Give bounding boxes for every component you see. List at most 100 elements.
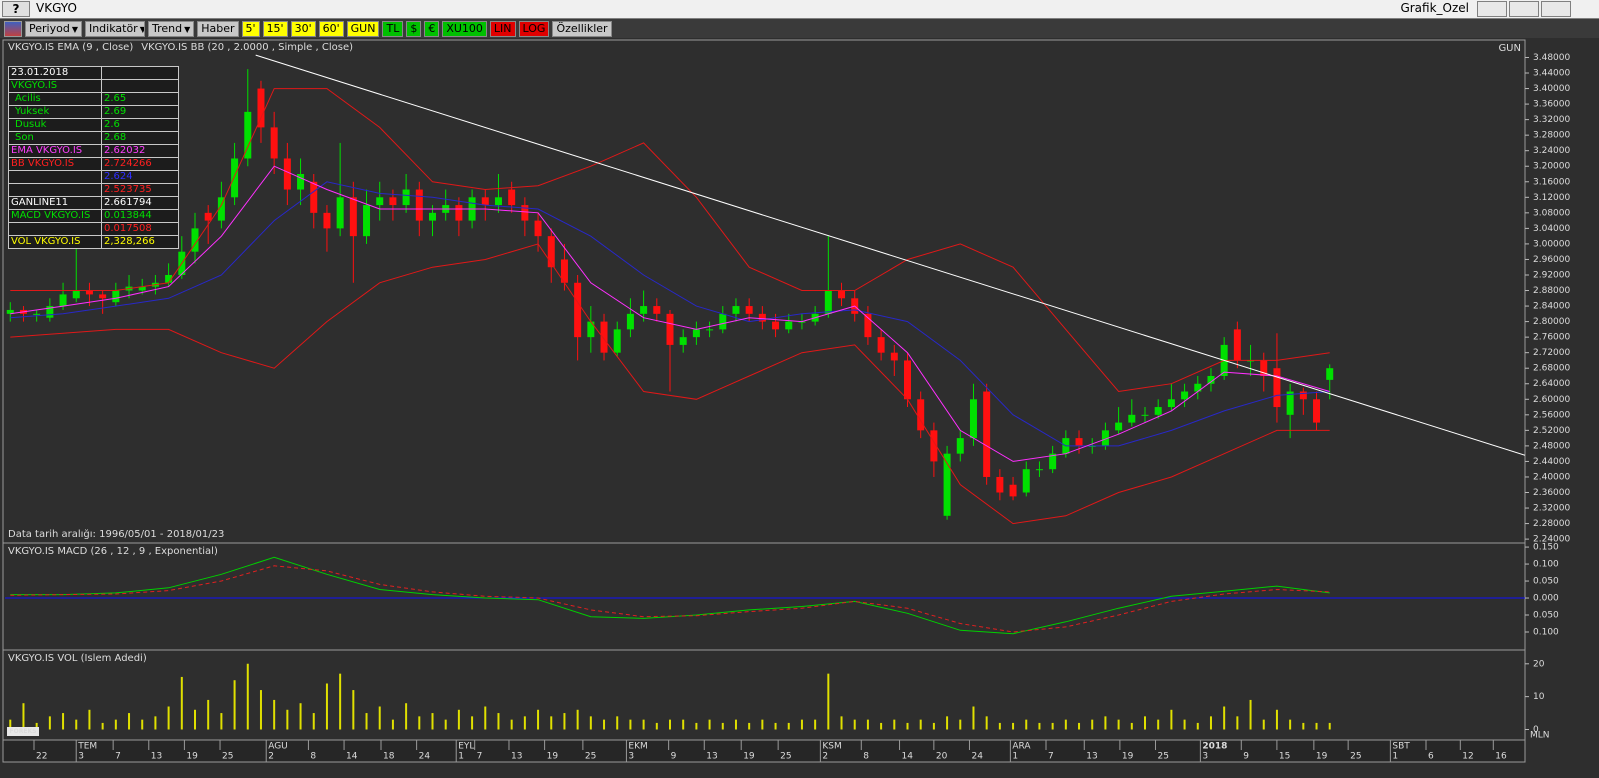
candle-body: [1273, 368, 1281, 408]
candle-body: [349, 197, 357, 237]
candle-body: [996, 476, 1004, 493]
candle-body: [600, 321, 608, 353]
close-button[interactable]: [1541, 1, 1571, 17]
toolbar-button[interactable]: LIN: [489, 21, 516, 37]
y-tick-label: 20: [1533, 659, 1545, 669]
macd-line: [10, 565, 1330, 633]
candle-body: [138, 286, 146, 291]
candle-body: [1128, 414, 1136, 423]
x-tick-label: 7: [115, 752, 121, 762]
y-tick-label: 2.56000: [1533, 410, 1570, 420]
candle-body: [402, 189, 410, 206]
x-tick-label: 13: [511, 752, 522, 762]
toolbar-button[interactable]: $: [406, 21, 422, 37]
x-tick-label: 14: [902, 752, 914, 762]
toolbar-button[interactable]: Trend: [147, 21, 195, 37]
x-month-label: ARA: [1012, 742, 1031, 752]
candle-body: [1022, 469, 1030, 493]
candle-body: [336, 197, 344, 229]
x-month-label: TEM: [77, 742, 97, 752]
minimize-button[interactable]: [1477, 1, 1507, 17]
y-tick-label: 2.80000: [1533, 317, 1570, 327]
candle-body: [283, 158, 291, 190]
toolbar-button[interactable]: TL: [382, 21, 404, 37]
x-tick-label: 24: [971, 752, 983, 762]
candle-body: [1233, 329, 1241, 361]
toolbar-button[interactable]: €: [424, 21, 440, 37]
unit-label: MLN: [1530, 731, 1550, 741]
help-button[interactable]: ?: [2, 1, 30, 17]
candle-body: [1009, 484, 1017, 497]
chart-icon[interactable]: [4, 21, 22, 37]
toolbar-button[interactable]: Haber: [197, 21, 239, 37]
info-label: VOL VKGYO.IS: [8, 235, 102, 249]
candle-body: [59, 294, 67, 307]
candle-body: [494, 197, 502, 206]
toolbar-button[interactable]: Periyod: [25, 21, 82, 37]
y-tick-label: 10: [1533, 692, 1545, 702]
window-title: VKGYO: [36, 1, 77, 15]
y-tick-label: 0.100: [1533, 560, 1559, 570]
candle-body: [1049, 453, 1057, 470]
toolbar-buttons: PeriyodIndikatörTrendHaber5'15'30'60'GUN…: [25, 21, 612, 37]
x-tick-label: 1: [1012, 752, 1018, 762]
toolbar-button[interactable]: 15': [262, 21, 288, 37]
info-row: Son 2.68: [8, 131, 179, 145]
candle-body: [1313, 399, 1321, 423]
info-label: EMA VKGYO.IS: [8, 144, 102, 158]
info-row: VOL VKGYO.IS 2,328,266: [8, 235, 179, 249]
candle-body: [666, 313, 674, 345]
candle-body: [692, 329, 700, 338]
toolbar-button[interactable]: LOG: [518, 21, 550, 37]
x-tick-label: 12: [1462, 752, 1473, 762]
candle-body: [46, 306, 54, 318]
legend-entry: VKGYO.IS BB (20 , 2.0000 , Simple , Clos…: [141, 42, 353, 53]
x-tick-label: 2: [268, 752, 274, 762]
x-tick-label: 19: [743, 752, 755, 762]
candle-body: [745, 306, 753, 314]
toolbar-button[interactable]: Özellikler: [552, 21, 612, 37]
candle-body: [415, 189, 423, 221]
info-label: Yuksek: [8, 105, 102, 119]
info-value: 2.65: [101, 92, 179, 106]
candle-body: [1075, 438, 1083, 446]
info-value: [101, 66, 179, 80]
candle-body: [560, 259, 568, 283]
toolbar-button[interactable]: Indikatör: [84, 21, 145, 37]
info-value-text: 2.65: [104, 93, 127, 104]
candle-body: [1247, 360, 1255, 362]
candle-body: [257, 88, 265, 128]
candle-body: [99, 294, 107, 299]
trend-line: [255, 54, 1526, 456]
toolbar: PeriyodIndikatörTrendHaber5'15'30'60'GUN…: [0, 19, 1599, 38]
candle-body: [72, 290, 80, 299]
restore-button[interactable]: [1509, 1, 1539, 17]
y-tick-label: 2.76000: [1533, 333, 1570, 343]
y-tick-label: 0.100: [1533, 627, 1559, 637]
info-value-text: 2,328,266: [104, 236, 155, 247]
info-value: 2.661794: [101, 196, 179, 210]
toolbar-button[interactable]: XU100: [442, 21, 487, 37]
candle-body: [191, 228, 199, 252]
y-tick-label: 2.88000: [1533, 286, 1570, 296]
info-label: [8, 183, 102, 197]
y-tick-label: 3.24000: [1533, 146, 1570, 156]
x-tick-label: 25: [222, 752, 233, 762]
x-tick-label: 25: [780, 752, 791, 762]
toolbar-button[interactable]: 30': [290, 21, 316, 37]
x-tick-label: 15: [1279, 752, 1290, 762]
y-tick-label: 3.08000: [1533, 208, 1570, 218]
x-tick-label: 3: [628, 752, 634, 762]
candle-body: [1101, 430, 1109, 446]
candle-body: [310, 181, 318, 213]
toolbar-button[interactable]: GUN: [346, 21, 380, 37]
x-tick-label: 9: [671, 752, 677, 762]
candle-body: [706, 329, 714, 331]
info-label: Son: [8, 131, 102, 145]
info-label: VKGYO.IS: [8, 79, 102, 93]
y-tick-label: 2.84000: [1533, 302, 1570, 312]
candle-body: [983, 391, 991, 477]
info-label: Acilis: [8, 92, 102, 106]
toolbar-button[interactable]: 5': [241, 21, 260, 37]
toolbar-button[interactable]: 60': [318, 21, 344, 37]
